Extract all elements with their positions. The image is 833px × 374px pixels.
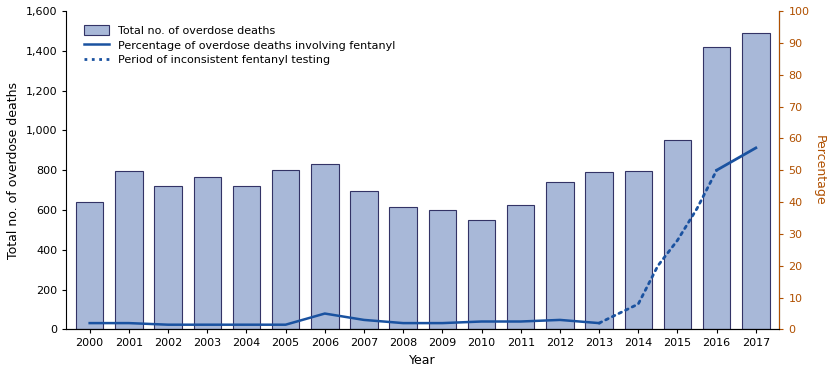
Bar xyxy=(625,171,652,329)
Bar xyxy=(468,220,496,329)
Bar xyxy=(546,182,574,329)
Bar xyxy=(232,186,260,329)
Legend: Total no. of overdose deaths, Percentage of overdose deaths involving fentanyl, : Total no. of overdose deaths, Percentage… xyxy=(79,20,401,71)
Bar xyxy=(390,207,416,329)
Bar xyxy=(193,177,221,329)
Bar xyxy=(76,202,103,329)
Bar xyxy=(311,164,338,329)
Y-axis label: Total no. of overdose deaths: Total no. of overdose deaths xyxy=(7,82,20,259)
Bar xyxy=(429,210,456,329)
Bar xyxy=(272,170,299,329)
Bar xyxy=(154,186,182,329)
Bar xyxy=(703,47,731,329)
Bar xyxy=(742,33,770,329)
Bar xyxy=(350,191,377,329)
X-axis label: Year: Year xyxy=(410,354,436,367)
Bar xyxy=(115,171,142,329)
Bar xyxy=(507,205,535,329)
Y-axis label: Percentage: Percentage xyxy=(813,135,826,206)
Bar xyxy=(586,172,613,329)
Bar xyxy=(664,140,691,329)
